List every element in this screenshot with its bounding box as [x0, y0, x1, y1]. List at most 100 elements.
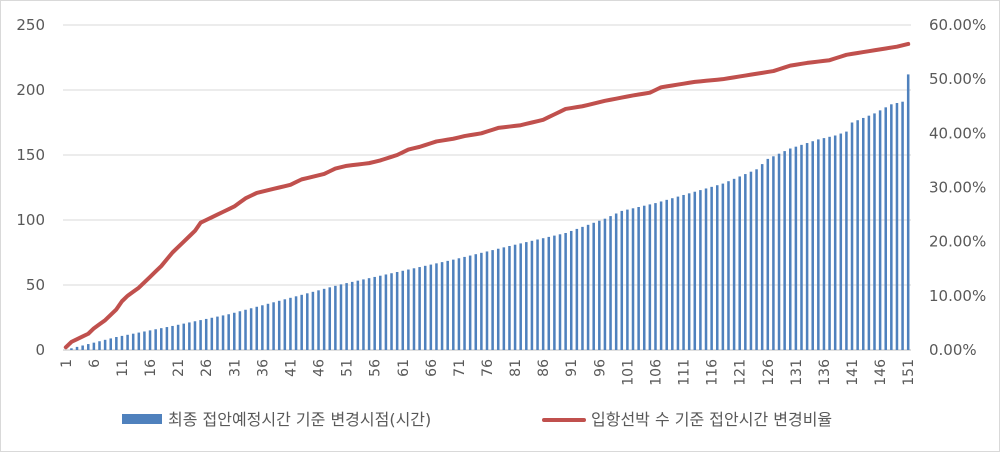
x-tick-label: 126: [761, 359, 777, 386]
bar: [828, 136, 831, 350]
x-tick-label: 111: [677, 359, 693, 386]
bar: [665, 199, 668, 350]
bar: [654, 203, 657, 350]
bar: [277, 300, 281, 350]
bar: [137, 332, 141, 350]
bar: [699, 190, 702, 350]
bar: [704, 188, 708, 350]
bar: [845, 131, 848, 350]
bar: [193, 321, 197, 350]
bar: [772, 156, 775, 350]
bar: [165, 327, 169, 350]
x-tick-label: 116: [705, 359, 721, 386]
x-tick-label: 11: [115, 359, 131, 377]
bar: [502, 247, 506, 350]
bar: [407, 269, 410, 350]
bar: [553, 235, 556, 350]
bar: [581, 226, 584, 350]
legend-bar-label: 최종 접안예정시간 기준 변경시점(시간): [168, 410, 431, 429]
bar: [609, 216, 612, 350]
bar: [350, 281, 354, 350]
bar: [339, 284, 343, 350]
bar: [721, 183, 725, 350]
x-tick-label: 41: [283, 359, 299, 377]
bar: [895, 103, 899, 350]
bar: [620, 210, 624, 350]
bar: [373, 276, 376, 350]
bar: [794, 146, 798, 350]
bar: [603, 218, 607, 350]
bar: [474, 254, 478, 350]
bar: [491, 250, 494, 350]
bar: [817, 139, 820, 350]
bar: [715, 185, 719, 350]
bar: [598, 220, 601, 350]
bar: [519, 243, 522, 350]
x-tick-label: 61: [396, 359, 412, 377]
bar: [884, 107, 887, 350]
axes: 0 50 100 150 200 250 0.00% 10.00% 20.00% 30.00% 40…: [16, 16, 986, 386]
bar: [148, 330, 152, 350]
bar: [833, 135, 837, 350]
bar: [356, 280, 360, 350]
x-tick-label: 96: [592, 359, 608, 377]
x-tick-label: 141: [845, 359, 861, 386]
bar: [115, 337, 118, 350]
bar: [70, 348, 73, 350]
bar: [687, 193, 691, 350]
bar: [322, 288, 326, 350]
legend-bar-swatch: [122, 414, 162, 424]
y-left-tick-label: 50: [26, 276, 45, 294]
bar: [878, 110, 882, 350]
bar: [362, 279, 365, 350]
bar: [199, 320, 202, 350]
x-tick-label: 151: [901, 359, 917, 386]
bar: [738, 176, 741, 350]
y-right-tick-label: 10.00%: [929, 287, 986, 305]
line-series: [63, 41, 911, 350]
y-right-tick-label: 30.00%: [929, 179, 986, 197]
bar: [890, 104, 893, 350]
bar: [547, 236, 551, 350]
x-tick-label: 81: [508, 359, 524, 377]
bar: [98, 341, 101, 350]
legend-line-label: 입항선박 수 기준 접안시간 변경비율: [591, 410, 832, 429]
bar: [440, 262, 444, 350]
bar: [103, 339, 107, 350]
bar: [328, 287, 332, 350]
bar: [154, 329, 157, 350]
bar: [732, 178, 736, 350]
bar: [901, 101, 904, 350]
x-tick-label: 56: [368, 359, 384, 377]
y-right-tick-label: 20.00%: [929, 233, 986, 251]
bar: [131, 333, 135, 350]
x-tick-label: 36: [255, 359, 271, 377]
bar: [642, 205, 646, 350]
bar: [92, 342, 96, 350]
bar: [659, 201, 663, 350]
bar: [541, 238, 545, 350]
bar: [463, 256, 466, 350]
y-left-tick-label: 200: [16, 81, 45, 99]
bar: [255, 306, 259, 350]
bar: [334, 285, 337, 350]
bar: [160, 328, 163, 350]
bar: [457, 258, 461, 350]
bar: [233, 312, 236, 350]
bar: [525, 242, 528, 350]
bar: [508, 246, 511, 350]
x-tick-label: 1: [59, 359, 75, 368]
bar: [862, 117, 865, 350]
bar: [367, 278, 371, 350]
bar: [744, 174, 747, 350]
x-tick-label: 6: [87, 359, 103, 368]
bar: [839, 133, 843, 350]
bar: [283, 299, 287, 350]
x-tick-label: 121: [733, 359, 749, 386]
bar: [783, 151, 786, 350]
bar: [727, 181, 730, 350]
x-tick-label: 136: [817, 359, 833, 386]
bar: [569, 230, 573, 350]
